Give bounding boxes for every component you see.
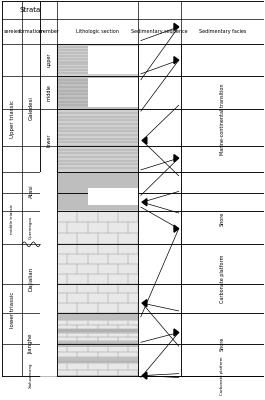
Text: Galedesi: Galedesi <box>29 96 34 120</box>
Text: Dajialian: Dajialian <box>29 266 34 291</box>
Text: Xiahuancang: Xiahuancang <box>29 363 33 388</box>
Polygon shape <box>174 225 179 232</box>
Polygon shape <box>174 23 179 30</box>
Text: Strata: Strata <box>19 7 41 13</box>
Text: Shore: Shore <box>220 337 225 351</box>
Text: Sedimentary sequence: Sedimentary sequence <box>131 29 188 34</box>
Text: Atasi: Atasi <box>29 185 34 198</box>
Text: lower triassic: lower triassic <box>10 292 15 328</box>
Text: Sedimentary facies: Sedimentary facies <box>199 29 246 34</box>
Bar <box>57 211 138 244</box>
Bar <box>57 341 138 347</box>
Text: middle triassic: middle triassic <box>10 204 14 234</box>
Text: Jianghe: Jianghe <box>29 334 34 354</box>
Polygon shape <box>142 300 147 307</box>
Bar <box>57 334 138 341</box>
Bar <box>57 76 138 109</box>
Bar <box>57 364 138 376</box>
Polygon shape <box>174 57 179 64</box>
Bar <box>88 188 138 205</box>
Text: Shore: Shore <box>220 212 225 226</box>
Polygon shape <box>142 372 147 379</box>
Text: upper: upper <box>46 53 51 68</box>
Text: middle: middle <box>46 84 51 101</box>
Text: formation: formation <box>19 29 43 34</box>
Bar <box>57 347 138 357</box>
Bar <box>57 321 138 328</box>
Bar <box>57 44 138 76</box>
Text: Lithologic section: Lithologic section <box>76 29 119 34</box>
Polygon shape <box>142 199 147 206</box>
Polygon shape <box>174 154 179 162</box>
Bar <box>57 109 138 172</box>
Text: Carbonate platform: Carbonate platform <box>220 356 224 395</box>
Bar <box>40 172 57 376</box>
Text: Quermagou: Quermagou <box>29 216 33 239</box>
Bar <box>57 244 138 313</box>
Text: member: member <box>38 29 59 34</box>
Text: sereies: sereies <box>3 29 21 34</box>
Text: Carbonate platform: Carbonate platform <box>220 254 225 303</box>
Polygon shape <box>174 329 179 336</box>
Bar <box>88 46 138 74</box>
Text: Marine-continental transition: Marine-continental transition <box>220 83 225 155</box>
Bar <box>88 78 138 107</box>
Polygon shape <box>142 137 147 144</box>
Bar <box>57 357 138 364</box>
Bar <box>57 172 138 211</box>
Bar <box>57 313 138 321</box>
Text: Upper triassic: Upper triassic <box>10 100 15 138</box>
Text: lower: lower <box>46 134 51 147</box>
Bar <box>57 328 138 334</box>
